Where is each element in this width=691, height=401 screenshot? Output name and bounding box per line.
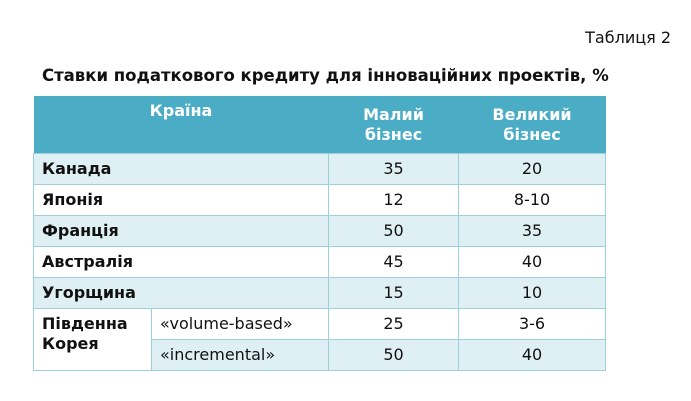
- small-business-cell: 35: [328, 153, 460, 185]
- table-row: Південна Корея «volume-based» 25 3-6: [33, 308, 607, 371]
- large-business-cell: 35: [458, 215, 607, 247]
- large-business-cell: 8-10: [458, 184, 607, 216]
- table-number: Таблиця 2: [585, 28, 671, 47]
- korea-name-line1: Південна: [42, 314, 128, 333]
- table-row: Канада 35 20: [32, 153, 607, 185]
- country-cell-south-korea: Південна Корея: [33, 308, 152, 371]
- header-country: Країна: [33, 96, 329, 154]
- large-business-cell: 3-6: [458, 308, 607, 340]
- tax-credit-table: Країна Малий бізнес Великий бізнес Канада …: [32, 96, 607, 371]
- country-cell: Японія: [32, 184, 330, 216]
- korea-name-line2: Корея: [42, 334, 99, 353]
- subcategory-cell: «volume-based»: [150, 308, 330, 340]
- country-cell: Австралія: [32, 246, 330, 278]
- small-business-cell: 25: [328, 308, 460, 340]
- large-business-cell: 20: [458, 153, 607, 185]
- large-business-cell: 10: [458, 277, 607, 309]
- country-cell: Франція: [32, 215, 330, 247]
- table-row: «incremental» 50 40: [34, 339, 607, 371]
- country-cell: Канада: [32, 153, 330, 185]
- small-business-cell: 12: [328, 184, 460, 216]
- small-business-cell: 15: [328, 277, 460, 309]
- small-business-cell: 50: [328, 339, 460, 371]
- table-title: Ставки податкового кредиту для інновацій…: [42, 66, 609, 85]
- small-business-cell: 50: [328, 215, 460, 247]
- table-row: Франція 50 35: [32, 215, 607, 247]
- table-row: Японія 12 8-10: [32, 184, 607, 216]
- table-row: Угорщина 15 10: [32, 277, 607, 309]
- header-large-business: Великий бізнес: [458, 96, 606, 154]
- large-business-cell: 40: [458, 246, 607, 278]
- header-small-business: Малий бізнес: [328, 96, 459, 154]
- small-business-cell: 45: [328, 246, 460, 278]
- country-cell: Угорщина: [32, 277, 330, 309]
- table-header-row: Країна Малий бізнес Великий бізнес: [33, 96, 606, 154]
- table-row: Австралія 45 40: [32, 246, 607, 278]
- large-business-cell: 40: [458, 339, 607, 371]
- subcategory-cell: «incremental»: [150, 339, 330, 371]
